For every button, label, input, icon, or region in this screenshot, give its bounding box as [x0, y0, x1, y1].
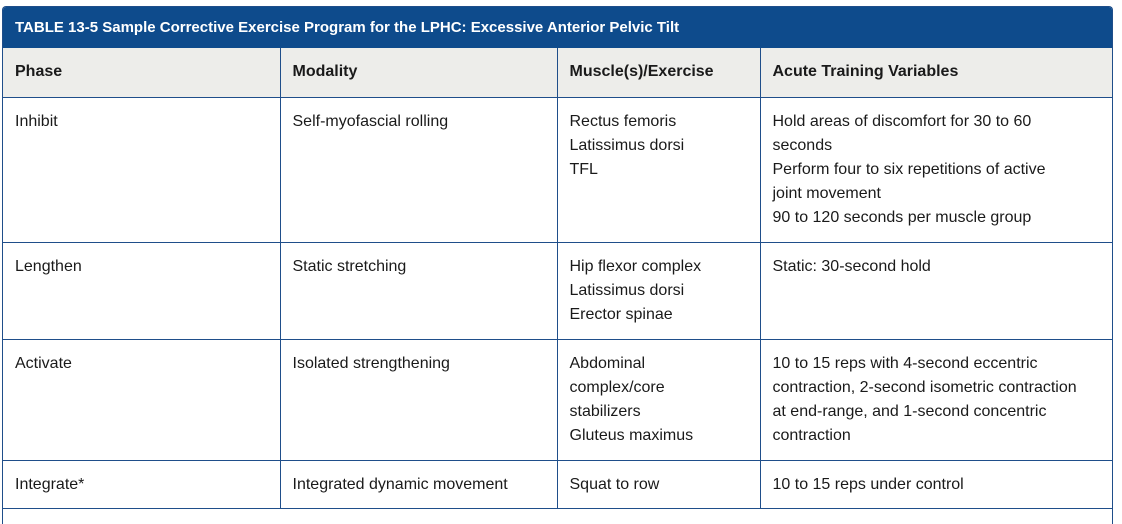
variable-line: at end-range, and 1-second concentric [772, 402, 1047, 420]
variable-line: 10 to 15 reps under control [772, 475, 964, 493]
cell-variables: Hold areas of discomfort for 30 to 60 se… [759, 97, 1112, 243]
variable-line: 90 to 120 seconds per muscle group [772, 208, 1032, 226]
variable-line: joint movement [772, 184, 882, 202]
cell-variables: 10 to 15 reps with 4-second eccentric co… [759, 339, 1112, 461]
table-header-row: Phase Modality Muscle(s)/Exercise Acute … [3, 48, 1112, 98]
muscle-item: Hip flexor complex [569, 257, 702, 275]
variable-line: Perform four to six repetitions of activ… [772, 160, 1046, 178]
muscle-item: Latissimus dorsi [569, 281, 685, 299]
muscle-item: complex/core [569, 378, 665, 396]
cell-phase: Inhibit [3, 97, 280, 243]
variable-line: contraction, 2-second isometric contract… [772, 378, 1077, 396]
cell-muscles: Hip flexor complex Latissimus dorsi Erec… [556, 242, 760, 340]
variable-line: contraction [772, 426, 851, 444]
cell-phase: Lengthen [3, 242, 280, 340]
table-footer-cell [3, 508, 1112, 524]
muscle-item: Abdominal [569, 354, 646, 372]
cell-variables: 10 to 15 reps under control [759, 460, 1112, 509]
cell-modality: Self-myofascial rolling [279, 97, 557, 243]
header-acute-training-variables: Acute Training Variables [759, 48, 1112, 98]
table-row: Activate Isolated strengthening Abdomina… [3, 339, 1112, 461]
table-row: Inhibit Self-myofascial rolling Rectus f… [3, 97, 1112, 243]
variable-line: 10 to 15 reps with 4-second eccentric [772, 354, 1038, 372]
table-row: Integrate* Integrated dynamic movement S… [3, 460, 1112, 509]
cell-phase: Activate [3, 339, 280, 461]
table-footer-row [3, 508, 1112, 524]
cell-muscles: Abdominal complex/core stabilizers Glute… [556, 339, 760, 461]
muscle-item: Squat to row [569, 475, 660, 493]
table-row: Lengthen Static stretching Hip flexor co… [3, 242, 1112, 340]
cell-modality: Isolated strengthening [279, 339, 557, 461]
cell-phase: Integrate* [3, 460, 280, 509]
variable-line: Static: 30-second hold [772, 257, 931, 275]
cell-modality: Integrated dynamic movement [279, 460, 557, 509]
corrective-exercise-table-container: TABLE 13-5 Sample Corrective Exercise Pr… [2, 6, 1113, 524]
header-modality: Modality [279, 48, 557, 98]
muscle-item: Erector spinae [569, 305, 673, 323]
cell-muscles: Rectus femoris Latissimus dorsi TFL [556, 97, 760, 243]
variable-line: Hold areas of discomfort for 30 to 60 [772, 112, 1032, 130]
muscle-item: TFL [569, 160, 598, 178]
header-muscles-exercise: Muscle(s)/Exercise [556, 48, 760, 98]
muscle-item: Gluteus maximus [569, 426, 694, 444]
cell-variables: Static: 30-second hold [759, 242, 1112, 340]
header-phase: Phase [3, 48, 280, 98]
muscle-item: Rectus femoris [569, 112, 677, 130]
variable-line: seconds [772, 136, 833, 154]
cell-modality: Static stretching [279, 242, 557, 340]
cell-muscles: Squat to row [556, 460, 760, 509]
table-caption: TABLE 13-5 Sample Corrective Exercise Pr… [3, 7, 1112, 48]
exercise-program-table: Phase Modality Muscle(s)/Exercise Acute … [3, 48, 1112, 524]
muscle-item: stabilizers [569, 402, 641, 420]
muscle-item: Latissimus dorsi [569, 136, 685, 154]
